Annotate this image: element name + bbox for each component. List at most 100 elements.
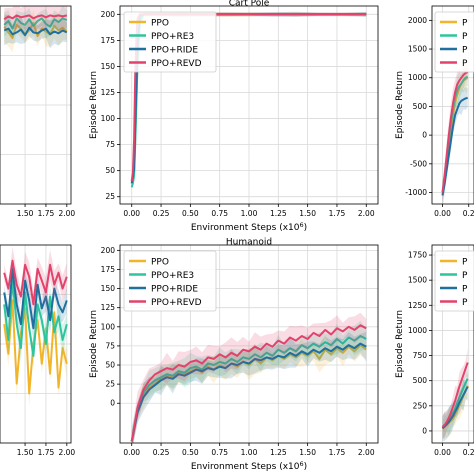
x-tick-label: 0.50 — [182, 209, 199, 218]
x-tick-label: 2.00 — [358, 209, 375, 218]
y-tick-label: -1000 — [405, 188, 427, 197]
y-tick-label: 1250 — [408, 301, 427, 310]
series-line-ppo-revd — [130, 324, 367, 442]
chart-humanoid: 0.00 0.25 0.50 0.75 1.00 1.25 1.50 1.75 2.00 0 25 5… — [89, 238, 379, 472]
legend-label: P — [462, 46, 468, 56]
series-line-ppo-ride — [441, 96, 468, 196]
y-tick-label: 1500 — [408, 276, 427, 285]
series-band-ppo-revd — [442, 60, 468, 203]
legend-box — [123, 11, 217, 73]
chart-left-top: 1.50 1.75 2.00 — [0, 5, 75, 218]
x-axis-label-text: Environment Steps (x10 — [191, 462, 300, 472]
axes-frame — [0, 244, 72, 444]
plot-area — [441, 60, 469, 204]
x-tick-label: 1.25 — [270, 209, 287, 218]
series-line-ppo-ride — [441, 386, 469, 430]
axes-frame — [431, 5, 474, 205]
series-band-ppo-ride — [4, 14, 67, 49]
series-line-ppo-revd — [3, 14, 68, 21]
series-band-ppo-ride — [442, 372, 468, 442]
axes-frame — [119, 5, 379, 205]
legend-label: PPO — [151, 19, 169, 29]
y-axis-label: Episode Return — [89, 71, 99, 139]
chart-cart-pole: 0.00 0.25 0.50 0.75 1.00 1.25 1.50 1.75 2.00 25 50… — [89, 0, 379, 233]
y-tick-label: 50 — [105, 166, 115, 175]
series-line-ppo-ride — [3, 26, 68, 37]
y-tick-label: 750 — [413, 351, 428, 360]
y-tick-label: 150 — [101, 284, 116, 293]
chart-right-top: 0.00 0.2 -1000 -500 0 500 1000 1500 2000 Episode … — [395, 5, 474, 218]
y-tick-label: 125 — [101, 303, 116, 312]
y-tick-label: 25 — [105, 192, 115, 201]
series-band-ppo — [131, 334, 367, 443]
chart-left-bottom: 1.50 1.75 2.00 — [0, 244, 75, 457]
x-tick-label: 0.00 — [434, 448, 451, 457]
x-tick-label: 1.50 — [299, 448, 316, 457]
y-tick-label: 500 — [413, 102, 428, 111]
x-tick-label: 1.50 — [299, 209, 316, 218]
series-line-ppo-re3 — [130, 335, 367, 442]
y-tick-label: 150 — [101, 62, 116, 71]
y-tick-label: 500 — [413, 376, 428, 385]
x-tick-label: 1.50 — [17, 209, 34, 218]
y-tick-label: 1000 — [408, 73, 427, 82]
x-tick-label: 1.75 — [38, 209, 55, 218]
legend-box — [123, 250, 217, 312]
y-tick-label: 175 — [101, 36, 116, 45]
y-tick-label: 75 — [105, 341, 115, 350]
axes-frame — [0, 5, 72, 205]
legend-label: PPO+RIDE — [151, 46, 198, 56]
series-line-ppo-ride — [130, 342, 367, 442]
chart-title: Humanoid — [226, 238, 272, 248]
plot-area — [130, 312, 367, 443]
y-tick-label: 0 — [110, 399, 115, 408]
x-axis-label-close: ) — [304, 223, 308, 233]
legend-label: PPO+RE3 — [151, 32, 194, 42]
legend-label: PPO+RE3 — [151, 271, 194, 281]
y-tick-label: 100 — [101, 114, 116, 123]
chart-right-bottom: 0.00 0.2 0 250 500 750 1000 1250 1500 1750 Episode… — [395, 244, 474, 457]
y-tick-label: 200 — [101, 10, 116, 19]
plot-area — [3, 6, 68, 53]
x-tick-label: 1.00 — [241, 209, 258, 218]
x-tick-label: 1.75 — [329, 209, 346, 218]
x-tick-label: 0.00 — [434, 209, 451, 218]
series-band-ppo-revd — [131, 312, 367, 443]
x-tick-label: 1.00 — [241, 448, 258, 457]
series-line-ppo-re3 — [3, 17, 68, 30]
x-axis-label-exponent: 6 — [300, 460, 304, 468]
x-axis-label: Environment Steps (x106) — [191, 221, 307, 233]
y-tick-label: 100 — [101, 322, 116, 331]
series-line-ppo-revd — [441, 71, 469, 193]
chart-title: Cart Pole — [229, 0, 270, 9]
x-tick-label: 1.50 — [17, 448, 34, 457]
x-tick-label: 0.50 — [182, 448, 199, 457]
x-tick-label: 0.75 — [211, 448, 228, 457]
legend-label: P — [462, 32, 468, 42]
y-tick-label: 1000 — [408, 326, 427, 335]
legend-label: P — [462, 19, 468, 29]
series-band-ppo-re3 — [131, 320, 367, 443]
axes-frame — [431, 244, 474, 444]
x-tick-label: 2.00 — [58, 448, 75, 457]
x-tick-label: 0.25 — [153, 448, 170, 457]
plot-area — [441, 348, 469, 442]
legend-label: PPO+RIDE — [151, 285, 198, 295]
y-axis-label: Episode Return — [395, 310, 405, 378]
x-tick-label: 0.25 — [153, 209, 170, 218]
legend-label: P — [462, 298, 468, 308]
x-axis-label-close: ) — [304, 462, 308, 472]
series-band-ppo-ride — [131, 331, 367, 443]
axes-frame — [119, 244, 379, 444]
legend-label: PPO+REVD — [151, 59, 202, 69]
x-tick-label: 1.25 — [270, 448, 287, 457]
x-tick-label: 0.75 — [211, 209, 228, 218]
series-line-ppo-ride — [3, 267, 68, 330]
y-tick-label: -500 — [410, 159, 427, 168]
legend-label: P — [462, 285, 468, 295]
x-axis-label-exponent: 6 — [300, 221, 304, 229]
series-band-ppo-revd — [4, 6, 67, 32]
legend-box — [434, 11, 474, 73]
x-tick-label: 0.2 — [463, 209, 474, 218]
series-line-ppo-re3 — [3, 279, 68, 357]
